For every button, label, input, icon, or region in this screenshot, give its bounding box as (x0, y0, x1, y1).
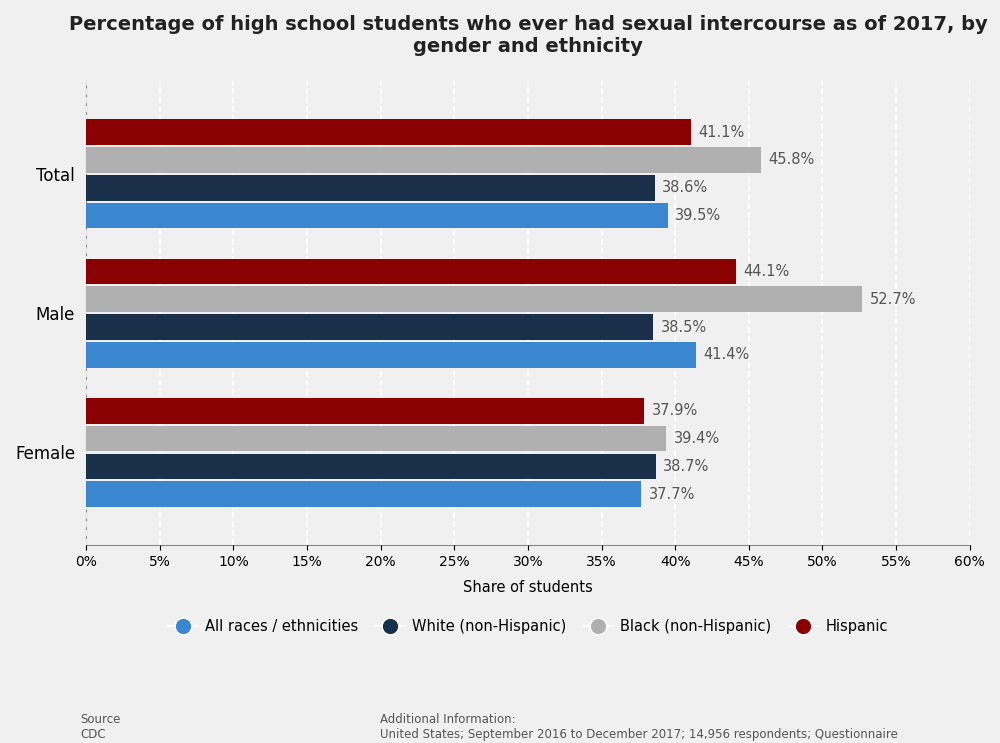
Text: 38.6%: 38.6% (662, 181, 708, 195)
Bar (86, 120, 691, 145)
Text: 37.7%: 37.7% (649, 487, 695, 502)
Text: 38.7%: 38.7% (663, 459, 710, 474)
Bar (86, 287, 862, 312)
Bar (86, 147, 761, 173)
Text: 37.9%: 37.9% (652, 403, 698, 418)
Text: 38.5%: 38.5% (660, 319, 707, 334)
Bar (86, 343, 696, 368)
Text: 41.4%: 41.4% (703, 348, 749, 363)
X-axis label: Share of students: Share of students (463, 580, 593, 595)
Bar (86, 398, 644, 424)
Text: 39.4%: 39.4% (674, 431, 720, 446)
Bar (86, 203, 668, 229)
Bar (86, 454, 656, 479)
Text: 41.1%: 41.1% (699, 125, 745, 140)
Legend: All races / ethnicities, White (non-Hispanic), Black (non-Hispanic), Hispanic: All races / ethnicities, White (non-Hisp… (162, 613, 893, 640)
Bar (86, 481, 641, 507)
Text: Source
CDC
© Statista 2024: Source CDC © Statista 2024 (80, 713, 175, 743)
Text: 44.1%: 44.1% (743, 264, 789, 279)
Bar (86, 314, 653, 340)
Title: Percentage of high school students who ever had sexual intercourse as of 2017, b: Percentage of high school students who e… (69, 15, 987, 56)
Bar (86, 175, 655, 201)
Bar (86, 259, 736, 285)
Text: 39.5%: 39.5% (675, 208, 721, 223)
Bar (86, 426, 666, 452)
Text: Additional Information:
United States; September 2016 to December 2017; 14,956 r: Additional Information: United States; S… (380, 713, 898, 742)
Text: 45.8%: 45.8% (768, 152, 814, 167)
Text: 52.7%: 52.7% (870, 292, 916, 307)
